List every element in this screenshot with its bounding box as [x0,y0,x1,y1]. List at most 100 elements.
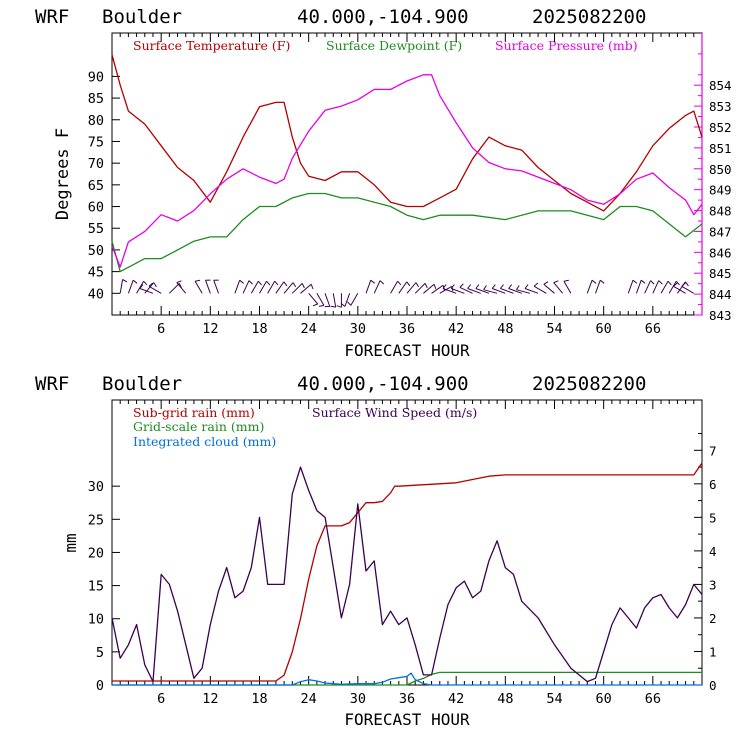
wind-barb-flag [406,281,411,287]
wind-barb [681,285,695,294]
wind-barb-flag [239,279,244,284]
wind-barb [205,280,211,294]
y2-tick-label: 850 [709,162,732,177]
bottom-legend-gridscale-rain: Grid-scale rain (mm) [133,419,264,434]
wind-barb-flag [640,279,646,284]
wind-barb [668,280,677,294]
y-tick-label: 90 [88,69,104,85]
wind-barb [635,280,642,294]
wind-barb [451,288,465,294]
y2-tick-label: 854 [709,78,732,93]
y2-tick-label: 853 [709,99,732,114]
wind-barb [492,288,506,294]
wind-barb-flag [301,283,305,289]
wind-barb [332,293,337,308]
wind-barb [194,280,203,294]
x-tick-label: 36 [399,321,415,337]
y2-tick-label: 3 [709,577,717,592]
wind-barb-flag [312,303,318,307]
series-line-1 [112,671,702,686]
wind-barb [373,280,381,294]
wind-barb-flag [450,284,455,289]
wind-barb-flag [148,282,154,287]
wind-barb-flag [347,301,352,306]
wind-barb [500,288,514,294]
y-tick-label: 25 [88,512,104,528]
x-tick-label: 30 [350,321,366,337]
x-tick-label: 42 [448,691,464,707]
y-tick-label: 75 [88,134,104,150]
bottom-legend-subgrid-rain: Sub-grid rain (mm) [133,405,255,420]
x-tick-label: 36 [399,691,415,707]
wind-barb [533,285,547,294]
y2-tick-label: 844 [709,287,732,302]
wind-barb [595,280,601,294]
x-tick-label: 60 [596,321,612,337]
wind-barb [344,293,351,307]
wind-barb [213,280,219,294]
x-tick-label: 24 [301,321,317,337]
x-tick-label: 18 [251,321,267,337]
wind-barb [423,283,435,294]
temperature-panel: Surface Temperature (F) Surface Dewpoint… [53,32,732,360]
wind-barb [119,279,124,294]
y-tick-label: 70 [88,156,104,172]
wind-barb [127,280,134,294]
wind-barb [259,280,267,294]
wind-barb-flag [632,279,638,284]
x-tick-label: 12 [202,691,218,707]
wind-barb-flag [397,280,402,286]
wind-barb-flag [274,280,279,286]
wind-barb-flag [248,280,253,285]
top-header-coords: 40.000,-104.900 [297,6,469,28]
top-legend-temperature: Surface Temperature (F) [133,38,290,53]
bottom-header-coords: 40.000,-104.900 [297,373,469,395]
y2-tick-label: 851 [709,141,732,156]
y-tick-label: 55 [88,221,104,237]
wind-barb-flag [153,282,157,288]
bottom-legend-wind-speed: Surface Wind Speed (m/s) [312,405,477,420]
wind-barb-flag [176,280,182,284]
y2-tick-label: 847 [709,224,732,239]
wind-barb [144,282,155,294]
x-tick-label: 66 [645,691,661,707]
wind-barb [553,282,564,294]
wind-barb-flag [483,285,487,290]
wind-barb-flag [475,284,480,289]
wind-barb [483,289,498,294]
wind-barb [242,280,250,294]
y-tick-label: 30 [88,479,104,495]
y2-tick-label: 4 [709,544,717,559]
wind-barb [406,282,417,294]
wind-barb [316,293,325,306]
series-line-0 [112,462,703,682]
wind-barb [459,286,473,294]
wind-barb [644,280,652,294]
wind-barb [652,280,660,294]
wind-barb-flag [524,284,529,289]
x-tick-label: 42 [448,321,464,337]
y2-tick-label: 845 [709,266,732,281]
wind-barb [673,285,686,294]
wind-barb-flag [266,280,271,286]
top-legend-pressure: Surface Pressure (mb) [495,38,638,53]
wind-barb [148,285,162,294]
x-tick-label: 66 [645,321,661,337]
wind-barb-flag [310,284,314,290]
y-tick-label: 15 [88,579,104,595]
y-tick-label: 45 [88,265,104,281]
wind-barb-flag [143,280,148,286]
bottom-x-axis-label: FORECAST HOUR [344,710,470,729]
wind-barb [475,288,490,294]
wind-barb-flag [415,282,420,288]
wind-barb [660,280,669,294]
y2-tick-label: 846 [709,245,732,260]
y-tick-label: 65 [88,178,104,194]
wind-barb-flag [132,279,138,284]
y-tick-label: 85 [88,91,104,107]
bottom-header-model: WRF [35,373,69,395]
y-tick-label: 20 [88,545,104,561]
y-tick-label: 80 [88,113,104,129]
wind-barb-flag [650,280,655,285]
